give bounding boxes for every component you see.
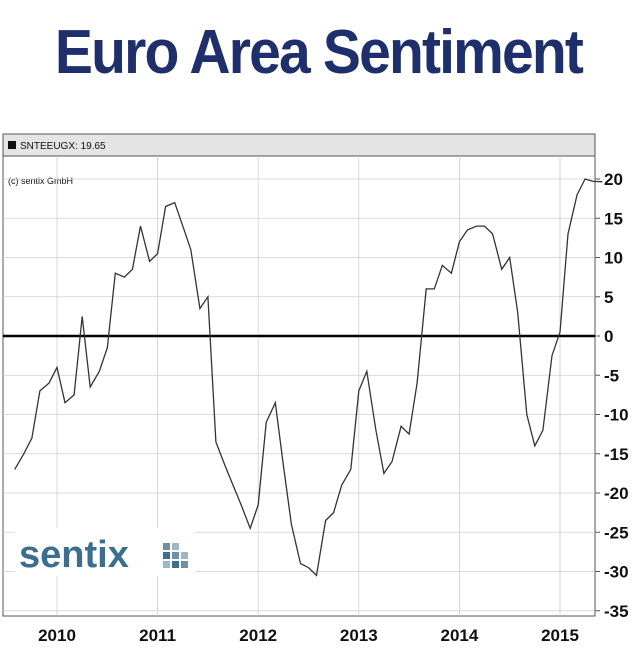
y-tick-label: -5 xyxy=(604,366,619,385)
y-tick-label: -10 xyxy=(604,406,629,425)
y-tick-label: 15 xyxy=(604,209,623,228)
copyright-note: (c) sentix GmbH xyxy=(8,176,73,186)
y-tick-label: -20 xyxy=(604,484,629,503)
x-tick-label: 2013 xyxy=(340,626,378,645)
y-tick-label: 0 xyxy=(604,327,613,346)
legend-swatch xyxy=(8,141,16,149)
y-tick-label: -25 xyxy=(604,523,629,542)
y-tick-label: 10 xyxy=(604,249,623,268)
sentix-logo: sentix xyxy=(15,528,195,576)
logo-text: sentix xyxy=(19,534,129,576)
x-tick-label: 2014 xyxy=(440,626,478,645)
x-tick-label: 2015 xyxy=(541,626,579,645)
page-title: Euro Area Sentiment xyxy=(54,18,584,87)
legend-header-bar xyxy=(2,133,596,157)
y-tick-label: 20 xyxy=(604,170,623,189)
logo-mark xyxy=(163,543,188,568)
legend-label: SNTEEUGX: 19.65 xyxy=(20,141,106,152)
y-tick-label: -35 xyxy=(604,602,629,621)
series-line-snteeugx xyxy=(14,178,603,577)
x-tick-label: 2011 xyxy=(139,626,176,645)
x-tick-label: 2010 xyxy=(38,626,76,645)
y-tick-label: -15 xyxy=(604,445,629,464)
y-tick-label: -30 xyxy=(604,563,629,582)
x-tick-label: 2012 xyxy=(239,626,277,645)
y-tick-label: 5 xyxy=(604,288,613,307)
